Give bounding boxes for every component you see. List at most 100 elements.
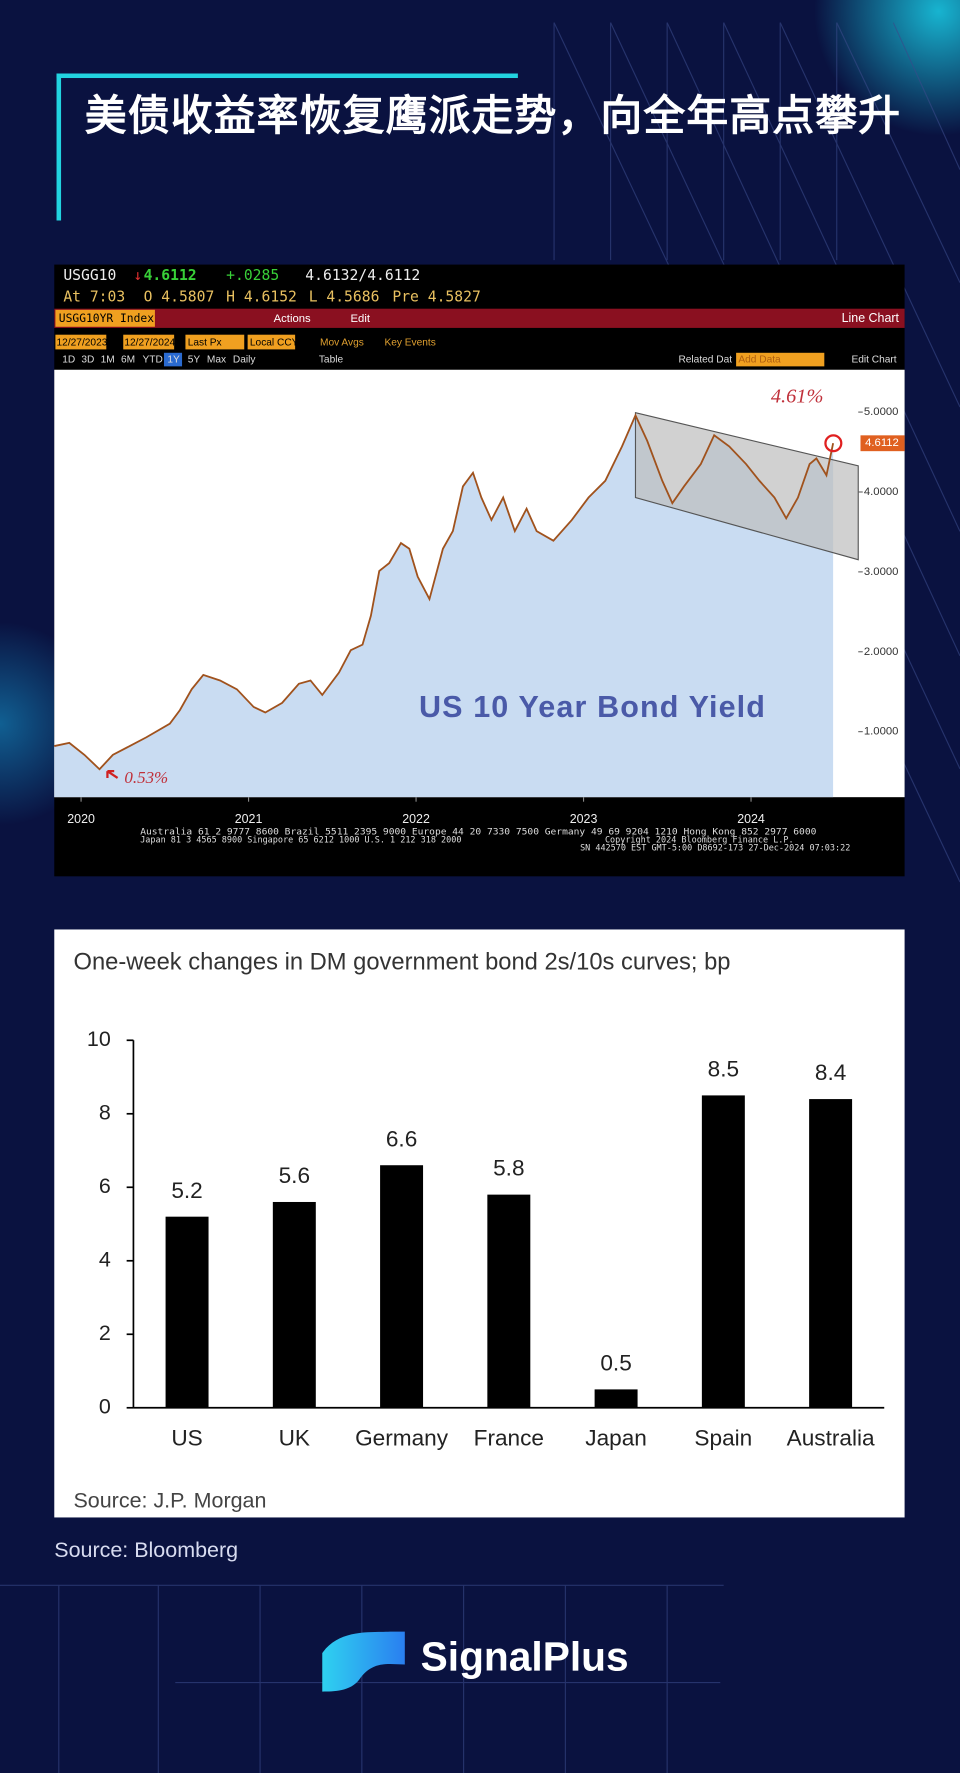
bar (809, 1099, 853, 1408)
chart-title: US 10 Year Bond Yield (419, 690, 766, 724)
add-data-box[interactable] (736, 352, 825, 367)
bid-ask: 4.6132/4.6112 (305, 267, 420, 284)
bar (701, 1095, 745, 1408)
x-tick-label: 2022 (402, 812, 430, 826)
x-tick-label: 2023 (570, 812, 598, 826)
x-tick-label: 2024 (737, 812, 765, 826)
last-label-bg (860, 435, 905, 452)
y-tick-label: 3.0000 (864, 566, 899, 578)
actions-menu[interactable]: Actions (274, 313, 311, 325)
y-tick-label: 6 (99, 1174, 111, 1198)
value-label: 0.5 (600, 1350, 631, 1375)
quote-row: USGG10 ↓ 4.6112 +.0285 4.6132/4.6112 At … (63, 267, 480, 305)
start-date: 12/27/2023 (57, 337, 108, 348)
highlight-circle (824, 434, 843, 453)
bar (594, 1389, 638, 1408)
x-tick-label: US (171, 1425, 202, 1450)
terminal-footer-line: Australia 61 2 9777 8600 Brazil 5511 239… (140, 827, 816, 837)
period-button[interactable]: 1Y (167, 354, 180, 365)
line-layer (54, 413, 835, 771)
x-tick-label: 2020 (67, 812, 95, 826)
period-button[interactable]: 6M (121, 354, 135, 365)
field: Last Px (188, 337, 222, 348)
title-accent (56, 73, 518, 79)
glow (814, 0, 960, 136)
logo (322, 1631, 405, 1692)
chart-kind: Line Chart (842, 311, 900, 325)
annotation: 4.61% (771, 386, 824, 408)
bar (165, 1216, 209, 1408)
ticker: USGG10 (63, 267, 116, 284)
y-tick-label: 2.0000 (864, 646, 899, 658)
key-events[interactable]: Key Events (384, 337, 435, 348)
edit-chart[interactable]: Edit Chart (851, 354, 896, 365)
x-tick-label: 2021 (235, 812, 263, 826)
period-button[interactable]: Daily (233, 354, 256, 365)
x-tick-label: UK (279, 1425, 310, 1450)
brand: SignalPlus (421, 1634, 629, 1680)
currency: Local CCY (250, 337, 299, 348)
table-button[interactable]: Table (319, 354, 344, 365)
y-tick-label: 0 (99, 1394, 111, 1418)
value-label: 6.6 (386, 1126, 417, 1151)
channel (634, 412, 859, 561)
annotation-arrow (106, 770, 119, 779)
y-tick-label: 5.0000 (864, 406, 899, 418)
field-box[interactable] (185, 334, 245, 350)
value-label: 5.6 (279, 1163, 310, 1188)
date-box[interactable] (123, 334, 175, 350)
add-data: Add Data (738, 354, 781, 365)
value-label: 5.2 (171, 1178, 202, 1203)
terminal-footer-line: Japan 81 3 4565 8900 Singapore 65 6212 1… (140, 835, 461, 845)
security-box[interactable] (55, 309, 155, 327)
period-button[interactable]: YTD (142, 354, 162, 365)
terminal-footer-line: SN 442570 EST GMT-5:00 D8692-173 27-Dec-… (580, 843, 850, 853)
currency-box[interactable] (247, 334, 296, 350)
period-button[interactable]: 1M (101, 354, 115, 365)
x-tick-label: Germany (355, 1425, 449, 1450)
open: O 4.5807 (144, 288, 215, 305)
y-tick-label: 8 (99, 1100, 111, 1124)
end-date: 12/27/2024 (124, 337, 175, 348)
source: Source: Bloomberg (54, 1538, 238, 1562)
y-tick-label: 10 (87, 1027, 111, 1051)
period-button[interactable]: 1D (62, 354, 75, 365)
period-button[interactable]: 5Y (188, 354, 201, 365)
mov-avgs[interactable]: Mov Avgs (320, 337, 364, 348)
period-button[interactable]: Max (207, 354, 226, 365)
x-tick-label: Spain (694, 1425, 752, 1450)
edit-menu[interactable]: Edit (351, 313, 371, 325)
title-box: 美债收益率恢复鹰派走势，向全年高点攀升 (84, 91, 902, 141)
x-tick-label: France (474, 1425, 544, 1450)
down-arrow: ↓ (133, 267, 142, 284)
time: At 7:03 (63, 288, 125, 305)
x-tick-label: Australia (787, 1425, 875, 1450)
bar-title: One-week changes in DM government bond 2… (73, 950, 730, 976)
related-data: Related Dat (678, 354, 732, 365)
area (54, 415, 834, 798)
period-button[interactable]: 3D (81, 354, 94, 365)
low: L 4.5686 (309, 288, 380, 305)
annotation: 0.53% (124, 768, 168, 787)
value-label: 5.8 (493, 1156, 524, 1181)
bar-chart: 0 2 4 6 8 10 5.2 US 5.6 UK 6.6 Germany 5.8 France 0.5 J… (87, 1027, 885, 1450)
y-tick-label: 1.0000 (864, 726, 899, 738)
bar-source: Source: J.P. Morgan (73, 1488, 266, 1512)
y-tick-label: 4.0000 (864, 486, 899, 498)
last-price: 4.6112 (144, 267, 197, 284)
title: 美债收益率恢复鹰派走势，向全年高点攀升 (84, 91, 902, 141)
y-tick-label: 2 (99, 1321, 111, 1345)
toolbar (54, 308, 905, 328)
area-layer (54, 415, 834, 798)
security: USGG10YR Index (59, 312, 154, 325)
date-box[interactable] (55, 334, 107, 350)
change: +.0285 (226, 267, 279, 284)
bar (272, 1201, 316, 1408)
value-label: 8.5 (708, 1056, 739, 1081)
last-label: 4.6112 (865, 437, 899, 449)
high: H 4.6152 (226, 288, 297, 305)
x-tick-label: Japan (585, 1425, 647, 1450)
axis-layer: 1.0000 2.0000 3.0000 4.0000 5.0000 2020 2021 20… (67, 406, 898, 826)
